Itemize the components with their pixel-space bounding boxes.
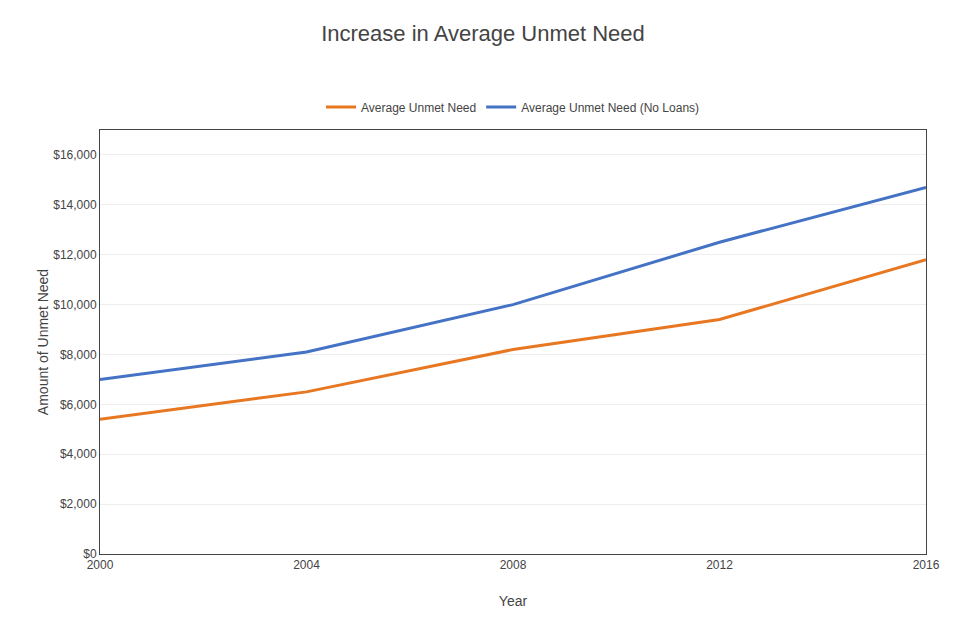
svg-text:$6,000: $6,000 <box>60 398 97 412</box>
svg-text:$14,000: $14,000 <box>53 198 97 212</box>
svg-text:2016: 2016 <box>913 558 940 572</box>
svg-text:$4,000: $4,000 <box>60 447 97 461</box>
svg-text:Average Unmet Need (No Loans): Average Unmet Need (No Loans) <box>521 101 699 115</box>
svg-text:2000: 2000 <box>87 558 114 572</box>
svg-text:Average Unmet Need: Average Unmet Need <box>361 101 476 115</box>
svg-text:$8,000: $8,000 <box>60 348 97 362</box>
svg-text:Amount of Unmet Need: Amount of Unmet Need <box>35 269 51 415</box>
svg-text:Year: Year <box>499 593 528 609</box>
svg-text:$0: $0 <box>83 547 97 561</box>
svg-text:2012: 2012 <box>706 558 733 572</box>
svg-text:2004: 2004 <box>293 558 320 572</box>
svg-text:$16,000: $16,000 <box>53 148 97 162</box>
svg-text:$12,000: $12,000 <box>53 248 97 262</box>
svg-text:2008: 2008 <box>500 558 527 572</box>
svg-text:Increase in Average Unmet Need: Increase in Average Unmet Need <box>321 21 645 46</box>
svg-text:$2,000: $2,000 <box>60 497 97 511</box>
svg-text:$10,000: $10,000 <box>53 298 97 312</box>
